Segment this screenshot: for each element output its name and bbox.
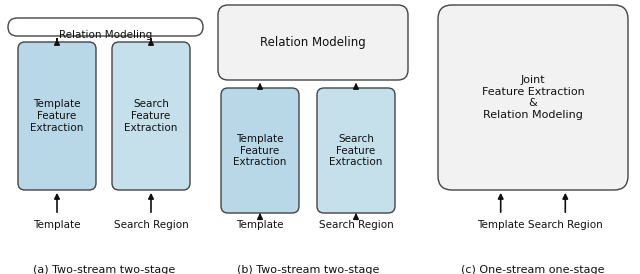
FancyBboxPatch shape — [221, 88, 299, 213]
FancyBboxPatch shape — [317, 88, 395, 213]
FancyBboxPatch shape — [218, 5, 408, 80]
Text: Search Region: Search Region — [114, 220, 188, 230]
Text: Template: Template — [33, 220, 81, 230]
Text: Search
Feature
Extraction: Search Feature Extraction — [330, 134, 383, 167]
Text: (c) One-stream one-stage
without extra relation modeling: (c) One-stream one-stage without extra r… — [445, 265, 621, 274]
FancyBboxPatch shape — [8, 18, 203, 36]
Text: Relation Modeling: Relation Modeling — [59, 30, 152, 40]
FancyBboxPatch shape — [112, 42, 190, 190]
Text: Template: Template — [236, 220, 284, 230]
Text: Template
Feature
Extraction: Template Feature Extraction — [234, 134, 287, 167]
Text: Search Region: Search Region — [528, 220, 603, 230]
Text: Template: Template — [477, 220, 524, 230]
Text: Joint
Feature Extraction
&
Relation Modeling: Joint Feature Extraction & Relation Mode… — [482, 75, 584, 120]
FancyBboxPatch shape — [18, 42, 96, 190]
Text: Search Region: Search Region — [319, 220, 394, 230]
Text: Search
Feature
Extraction: Search Feature Extraction — [124, 99, 178, 133]
Text: Relation Modeling: Relation Modeling — [260, 36, 366, 49]
Text: Template
Feature
Extraction: Template Feature Extraction — [30, 99, 84, 133]
FancyBboxPatch shape — [438, 5, 628, 190]
Text: (b) Two-stream two-stage
with heavy relation modeling: (b) Two-stream two-stage with heavy rela… — [227, 265, 390, 274]
Text: (a) Two-stream two-stage
with light relation modeling: (a) Two-stream two-stage with light rela… — [27, 265, 181, 274]
